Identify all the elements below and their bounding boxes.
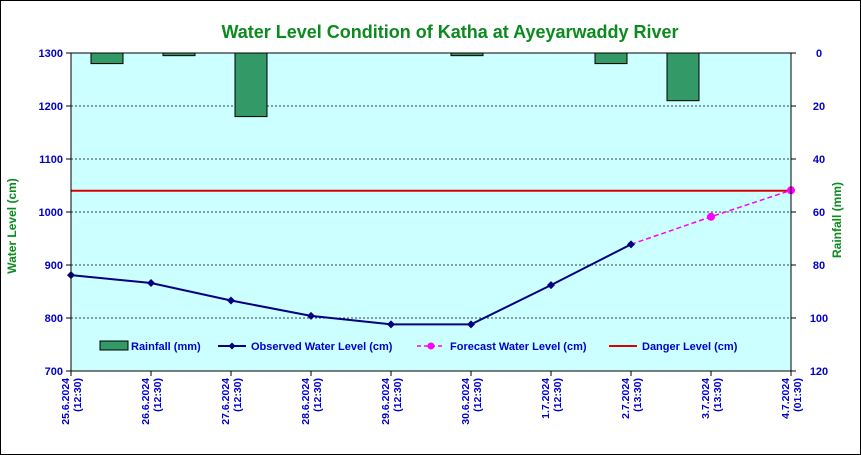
x-tick-date: 1.7.2024 [540,378,552,419]
observed-water-level-line [70,243,632,326]
rainfall-bar [594,52,628,65]
x-tick-date: 28.6.2024 [300,378,312,425]
x-tick-label: 3.7.2024 (13:30) [700,378,724,419]
x-tick-time: (12:30) [72,378,84,412]
y2-tick-label: 80 [813,260,825,272]
y-tick-label: 1300 [39,48,63,60]
legend-swatch-rainfall [99,340,129,351]
x-tick-time: (12:30) [312,378,324,412]
rainfall-bar [234,52,268,118]
legend: Rainfall (mm) Observed Water Level (cm) Fo… [99,340,738,353]
x-tick-time: (12:30) [552,378,564,412]
x-tick-label: 1.7.2024 (12:30) [540,378,564,419]
x-tick-date: 4.7.2024 [780,378,792,419]
rainfall-bar [90,52,124,65]
x-tick-label: 29.6.2024 (12:30) [380,378,404,425]
forecast-water-level-point [707,212,715,221]
chart-title: Water Level Condition of Katha at Ayeyar… [221,22,678,42]
legend-marker-observed [228,342,236,350]
x-tick-date: 29.6.2024 [380,378,392,425]
x-tick-date: 27.6.2024 [220,378,232,425]
y2-tick-label: 20 [813,101,825,113]
x-tick-label: 30.6.2024 (12:30) [460,378,484,425]
y2-tick-label: 120 [810,366,828,378]
legend-label-rainfall: Rainfall (mm) [131,341,201,353]
observed-water-level-point [387,320,395,329]
observed-water-level-point [227,296,235,305]
y-tick-label: 700 [45,366,63,378]
y2-tick-label: 60 [813,207,825,219]
y-axis-title: Water Level (cm) [5,178,19,274]
x-tick-date: 26.6.2024 [140,378,152,425]
y2-tick-label: 0 [816,48,822,60]
plot-border [70,52,792,372]
rainfall-bar [666,52,700,102]
y2-tick-label: 40 [813,154,825,166]
x-tick-label: 4.7.2024 (01:30) [780,378,804,419]
observed-water-level-point [307,311,315,320]
observed-water-level-point [147,279,155,288]
x-tick-time: (01:30) [792,378,804,412]
y-tick-label: 900 [45,260,63,272]
legend-label-observed: Observed Water Level (cm) [251,341,393,353]
legend-marker-forecast [427,342,435,350]
x-tick-time: (12:30) [472,378,484,412]
x-tick-time: (13:30) [712,378,724,412]
observed-water-level-point [627,240,635,249]
y2-axis-title: Rainfall (mm) [830,182,844,258]
x-tick-date: 2.7.2024 [620,378,632,419]
x-tick-label: 28.6.2024 (12:30) [300,378,324,425]
y-tick-label: 1200 [39,101,63,113]
legend-label-danger: Danger Level (cm) [642,341,738,353]
plot-area: 700 800 900 1000 1100 1200 1300 0 20 40 60 80 100 120… [39,48,829,425]
y-tick-label: 1000 [39,207,63,219]
y2-tick-label: 100 [810,313,828,325]
x-tick-label: 26.6.2024 (12:30) [140,378,164,425]
observed-water-level-point [467,320,475,329]
x-tick-label: 2.7.2024 (13:30) [620,378,644,419]
x-tick-time: (12:30) [232,378,244,412]
x-tick-time: (13:30) [632,378,644,412]
y-tick-label: 800 [45,313,63,325]
legend-label-forecast: Forecast Water Level (cm) [450,341,587,353]
observed-water-level-point [547,281,555,290]
x-tick-label: 25.6.2024 (12:30) [60,378,84,425]
x-tick-time: (12:30) [392,378,404,412]
x-tick-date: 25.6.2024 [60,378,72,425]
x-tick-date: 3.7.2024 [700,378,712,419]
y-tick-label: 1100 [39,154,63,166]
x-tick-time: (12:30) [152,378,164,412]
x-tick-label: 27.6.2024 (12:30) [220,378,244,425]
x-tick-date: 30.6.2024 [460,378,472,425]
